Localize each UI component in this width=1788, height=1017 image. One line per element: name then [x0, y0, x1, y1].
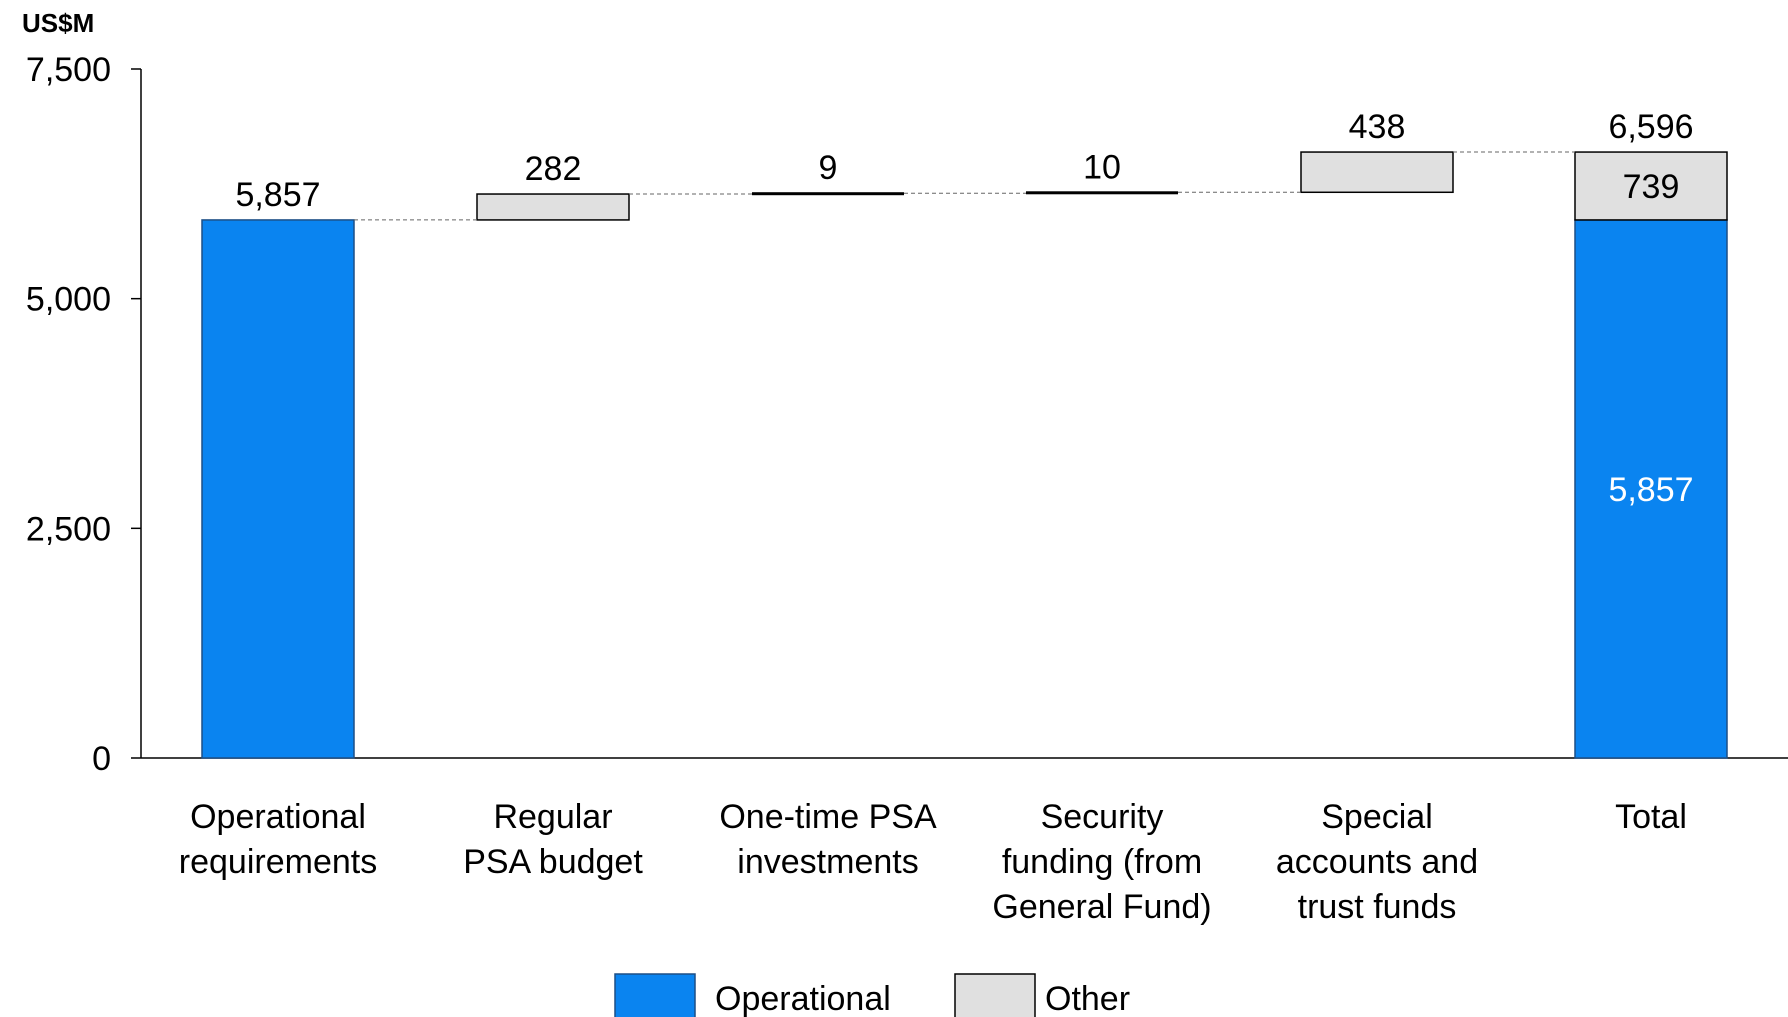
category-label: Total	[1615, 798, 1687, 836]
category-label: Security	[1041, 798, 1164, 836]
category-label: trust funds	[1298, 888, 1457, 926]
category-label: funding (from	[1002, 843, 1202, 881]
y-tick-label: 2,500	[26, 510, 111, 548]
legend-swatch-operational	[614, 973, 696, 1017]
value-label: 10	[1083, 148, 1121, 186]
bar-total-segment-1	[1574, 151, 1728, 221]
value-label: 9	[819, 149, 838, 187]
bar-total-segment-0	[1574, 219, 1728, 759]
value-label: 438	[1349, 108, 1406, 146]
bar-step-1	[476, 193, 630, 221]
category-label: accounts and	[1276, 843, 1478, 881]
category-label: One-time PSA	[719, 798, 937, 836]
category-label: Regular	[493, 798, 612, 836]
category-label: requirements	[179, 843, 377, 881]
legend-swatch-other	[954, 973, 1036, 1017]
bar-step-4	[1300, 151, 1454, 194]
legend-label: Operational	[715, 980, 891, 1017]
total-segment-label: 5,857	[1608, 471, 1693, 509]
category-label: PSA budget	[463, 843, 643, 881]
total-value-label: 6,596	[1608, 108, 1693, 146]
y-unit-label: US$M	[22, 8, 94, 38]
total-segment-label: 739	[1623, 168, 1680, 206]
bar-step-0	[201, 219, 355, 759]
bar-step-2	[752, 192, 904, 196]
legend-label: Other	[1045, 980, 1130, 1017]
bar-step-3	[1026, 191, 1178, 195]
value-label: 282	[525, 150, 582, 188]
y-tick-label: 5,000	[26, 281, 111, 319]
y-tick-label: 0	[92, 740, 111, 778]
category-label: General Fund)	[992, 888, 1211, 926]
category-label: Operational	[190, 798, 366, 836]
y-tick-label: 7,500	[26, 51, 111, 89]
category-label: Special	[1321, 798, 1433, 836]
category-label: investments	[737, 843, 918, 881]
value-label: 5,857	[235, 176, 320, 214]
